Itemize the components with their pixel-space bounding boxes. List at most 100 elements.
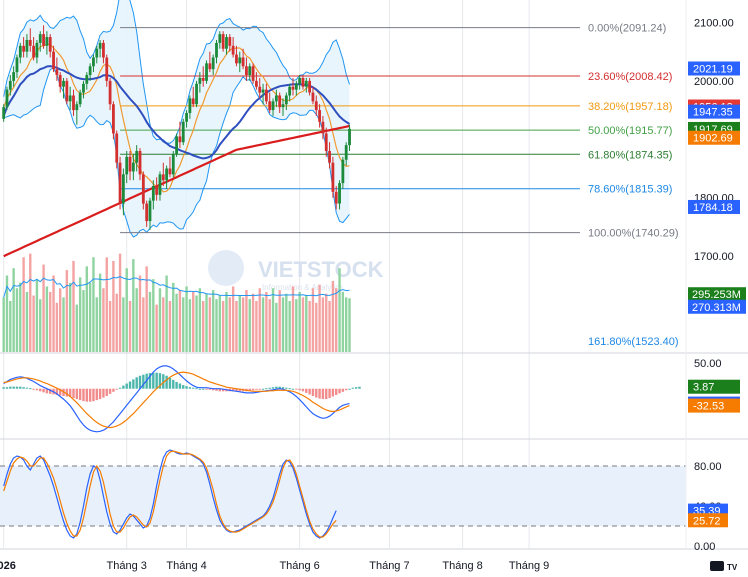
- candle-body[interactable]: [261, 89, 265, 93]
- volume-bar[interactable]: [265, 291, 268, 352]
- volume-bar[interactable]: [325, 293, 328, 352]
- volume-bar[interactable]: [348, 298, 351, 352]
- candle-body[interactable]: [98, 42, 102, 49]
- candle-body[interactable]: [251, 66, 255, 81]
- volume-bar[interactable]: [295, 299, 298, 352]
- volume-bar[interactable]: [135, 288, 138, 352]
- volume-bar[interactable]: [281, 297, 285, 352]
- candle-body[interactable]: [158, 174, 162, 195]
- candle-body[interactable]: [128, 156, 132, 172]
- candle-body[interactable]: [145, 203, 149, 222]
- volume-bar[interactable]: [75, 304, 79, 352]
- candle-body[interactable]: [2, 107, 6, 119]
- candle-body[interactable]: [344, 145, 348, 160]
- candle-body[interactable]: [241, 57, 245, 67]
- volume-bar[interactable]: [225, 291, 228, 352]
- candle-body[interactable]: [112, 104, 115, 134]
- volume-bar[interactable]: [152, 279, 155, 352]
- candle-body[interactable]: [12, 72, 16, 81]
- candle-body[interactable]: [201, 77, 205, 81]
- volume-bar[interactable]: [22, 257, 25, 352]
- volume-bar[interactable]: [245, 290, 248, 352]
- volume-bar[interactable]: [241, 297, 245, 352]
- candle-body[interactable]: [78, 92, 82, 105]
- candle-body[interactable]: [22, 45, 26, 52]
- volume-bar[interactable]: [42, 264, 45, 352]
- volume-bar[interactable]: [251, 293, 255, 352]
- candle-body[interactable]: [168, 168, 172, 175]
- volume-bar[interactable]: [211, 290, 215, 352]
- stochastic-panel[interactable]: [0, 449, 686, 539]
- candle-body[interactable]: [72, 95, 75, 111]
- candle-body[interactable]: [58, 75, 62, 87]
- volume-bar[interactable]: [85, 266, 89, 352]
- candle-body[interactable]: [121, 174, 125, 204]
- candle-body[interactable]: [38, 34, 42, 43]
- volume-bar[interactable]: [235, 301, 238, 352]
- volume-bar[interactable]: [271, 288, 275, 352]
- candle-body[interactable]: [264, 89, 268, 102]
- volume-bar[interactable]: [32, 295, 35, 352]
- volume-bar[interactable]: [78, 277, 82, 352]
- volume-bar[interactable]: [142, 297, 145, 352]
- volume-bar[interactable]: [335, 288, 338, 352]
- candle-body[interactable]: [298, 77, 302, 84]
- volume-bar[interactable]: [301, 297, 305, 352]
- volume-bar[interactable]: [62, 297, 65, 352]
- volume-bar[interactable]: [128, 301, 132, 352]
- volume-bar[interactable]: [288, 301, 291, 352]
- volume-bar[interactable]: [58, 288, 62, 352]
- volume-bar[interactable]: [321, 297, 325, 352]
- volume-bar[interactable]: [275, 302, 278, 352]
- volume-bar[interactable]: [168, 301, 172, 352]
- candle-body[interactable]: [341, 159, 345, 184]
- candle-body[interactable]: [28, 39, 32, 46]
- candle-body[interactable]: [198, 77, 202, 84]
- candle-body[interactable]: [75, 104, 79, 111]
- volume-bar[interactable]: [112, 260, 115, 352]
- candle-body[interactable]: [5, 89, 9, 108]
- candle-body[interactable]: [328, 150, 331, 163]
- candle-body[interactable]: [291, 86, 295, 90]
- candle-body[interactable]: [271, 101, 275, 111]
- candle-body[interactable]: [245, 66, 248, 76]
- volume-bar[interactable]: [238, 295, 241, 352]
- candle-body[interactable]: [52, 51, 55, 70]
- candle-body[interactable]: [321, 121, 325, 134]
- candle-body[interactable]: [65, 80, 69, 102]
- volume-bar[interactable]: [285, 293, 288, 352]
- volume-bar[interactable]: [261, 297, 265, 352]
- candle-body[interactable]: [274, 95, 278, 102]
- volume-bar[interactable]: [344, 297, 348, 352]
- volume-bar[interactable]: [341, 291, 345, 352]
- volume-bar[interactable]: [55, 302, 59, 352]
- volume-bar[interactable]: [52, 275, 55, 353]
- candle-body[interactable]: [181, 121, 185, 143]
- candle-body[interactable]: [95, 48, 99, 58]
- candle-body[interactable]: [215, 42, 218, 58]
- volume-bar[interactable]: [268, 299, 271, 352]
- volume-bar[interactable]: [311, 288, 315, 352]
- candle-body[interactable]: [314, 101, 318, 111]
- candle-body[interactable]: [331, 162, 335, 192]
- volume-bar[interactable]: [72, 260, 75, 352]
- candle-body[interactable]: [68, 95, 72, 102]
- volume-bar[interactable]: [172, 282, 175, 352]
- candle-body[interactable]: [32, 45, 35, 58]
- volume-bar[interactable]: [182, 297, 185, 352]
- volume-bar[interactable]: [155, 304, 158, 352]
- volume-bar[interactable]: [308, 301, 311, 352]
- volume-bar[interactable]: [195, 295, 198, 352]
- volume-panel[interactable]: 161.80%(1523.40): [2, 253, 679, 353]
- candle-body[interactable]: [135, 150, 139, 163]
- candle-body[interactable]: [304, 80, 308, 87]
- volume-bar[interactable]: [148, 291, 152, 352]
- candle-body[interactable]: [211, 57, 215, 70]
- candle-body[interactable]: [118, 162, 122, 204]
- volume-bar[interactable]: [2, 297, 5, 352]
- candle-body[interactable]: [125, 156, 129, 175]
- volume-bar[interactable]: [221, 301, 225, 352]
- candle-body[interactable]: [288, 86, 292, 96]
- volume-bar[interactable]: [228, 297, 232, 352]
- volume-bar[interactable]: [255, 301, 258, 352]
